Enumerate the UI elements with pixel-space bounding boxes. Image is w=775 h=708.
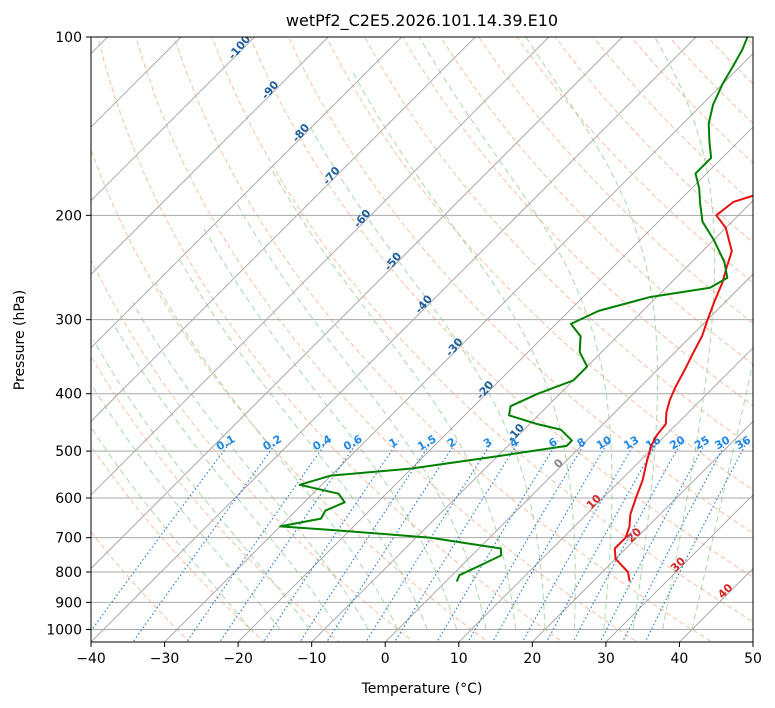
moist-adiabat: [525, 37, 659, 630]
isotherm: [91, 37, 182, 128]
moist-adiabat: [654, 37, 716, 630]
y-tick-label: 900: [55, 595, 82, 611]
moist-adiabat: [418, 37, 613, 630]
data-series: [279, 37, 753, 582]
isotherm: [91, 37, 403, 349]
moist-adiabat: [91, 426, 252, 630]
dry-adiabat: [97, 37, 564, 642]
mixing-ratio-line: [394, 440, 520, 642]
mixing-ratio-line: [467, 440, 587, 642]
mixing-ratio-line: [491, 440, 610, 642]
isotherm: [91, 37, 256, 202]
moist-adiabat: [177, 256, 428, 630]
dewpoint-profile: [279, 37, 749, 582]
y-tick-label: 700: [55, 531, 82, 547]
moist-adiabat: [155, 282, 399, 630]
x-tick-label: 30: [597, 651, 615, 667]
dry-adiabat: [630, 37, 753, 164]
y-tick-label: 1000: [46, 622, 82, 638]
dry-adiabat: [211, 37, 753, 623]
mixing-ratio-line: [299, 440, 433, 642]
x-tick-label: 20: [523, 651, 541, 667]
mixing-ratio-line: [572, 440, 683, 642]
dry-adiabat: [91, 531, 191, 642]
dry-adiabat: [91, 258, 415, 642]
y-tick-label: 200: [55, 208, 82, 224]
moist-adiabat: [113, 323, 340, 630]
dry-adiabat: [668, 37, 753, 125]
y-tick-label: 600: [55, 491, 82, 507]
mixing-ratio-line: [521, 440, 637, 642]
dry-adiabat: [135, 37, 639, 642]
mixing-ratio-line: [545, 440, 659, 642]
y-tick-label: 800: [55, 565, 82, 581]
mixing-ratio-line: [219, 440, 359, 642]
x-tick-label: 40: [671, 651, 689, 667]
isotherm: [163, 52, 753, 642]
dry-adiabat: [402, 37, 753, 407]
x-tick-label: −30: [150, 651, 180, 667]
isotherm: [91, 37, 477, 423]
moist-adiabat: [691, 360, 753, 630]
isotherm: [458, 347, 753, 642]
y-tick-label: 400: [55, 387, 82, 403]
dry-adiabat: [91, 148, 489, 642]
x-axis: −40 −30 −20 −10 0 10 20 30 40 50: [76, 642, 762, 667]
dry-adiabat: [364, 37, 753, 449]
mixing-ratio-line: [599, 440, 708, 642]
isotherm: [91, 37, 697, 642]
x-tick-label: −40: [76, 651, 106, 667]
plot-frame: [90, 36, 754, 643]
moist-adiabat: [352, 72, 576, 630]
isotherm: [310, 199, 753, 642]
x-tick-label: 50: [744, 651, 762, 667]
x-axis-label: Temperature (°C): [361, 681, 483, 697]
dry-adiabat: [287, 37, 753, 534]
isotherm: [237, 126, 753, 642]
x-tick-label: −20: [223, 651, 253, 667]
dry-adiabat: [249, 37, 753, 578]
x-tick-label: 10: [450, 651, 468, 667]
dry-adiabat: [554, 37, 753, 244]
y-tick-label: 300: [55, 313, 82, 329]
y-tick-label: 500: [55, 444, 82, 460]
dry-adiabat: [91, 445, 266, 642]
mixing-ratio-line: [185, 440, 329, 642]
y-tick-label: 100: [55, 30, 82, 46]
y-axis: 1000 900 800 700 600 500 400 300 200 100: [46, 30, 91, 638]
moist-adiabat: [307, 123, 546, 630]
background-lines: [91, 37, 753, 642]
mixing-ratio-line: [91, 440, 232, 632]
dry-adiabat: [478, 37, 753, 324]
moist-adiabat: [203, 227, 458, 630]
moist-adiabat: [269, 165, 516, 630]
isotherm: [531, 420, 753, 642]
dry-adiabat: [326, 37, 753, 491]
moist-adiabat: [91, 382, 281, 630]
temperature-profile: [613, 194, 753, 582]
chart-title: wetPf2_C2E5.2026.101.14.39.E10: [286, 11, 558, 31]
dry-adiabat: [173, 37, 713, 642]
isotherm: [91, 37, 329, 275]
mixing-ratio-line: [436, 440, 559, 642]
y-axis-label: Pressure (hPa): [12, 290, 28, 390]
isotherm: [91, 37, 550, 496]
isotherm: [605, 494, 753, 642]
isotherm: [384, 273, 753, 642]
moist-adiabat: [235, 201, 487, 630]
x-tick-label: −10: [297, 651, 327, 667]
moist-adiabat: [93, 340, 310, 630]
isotherm: [91, 37, 624, 570]
x-tick-label: 0: [381, 651, 390, 667]
